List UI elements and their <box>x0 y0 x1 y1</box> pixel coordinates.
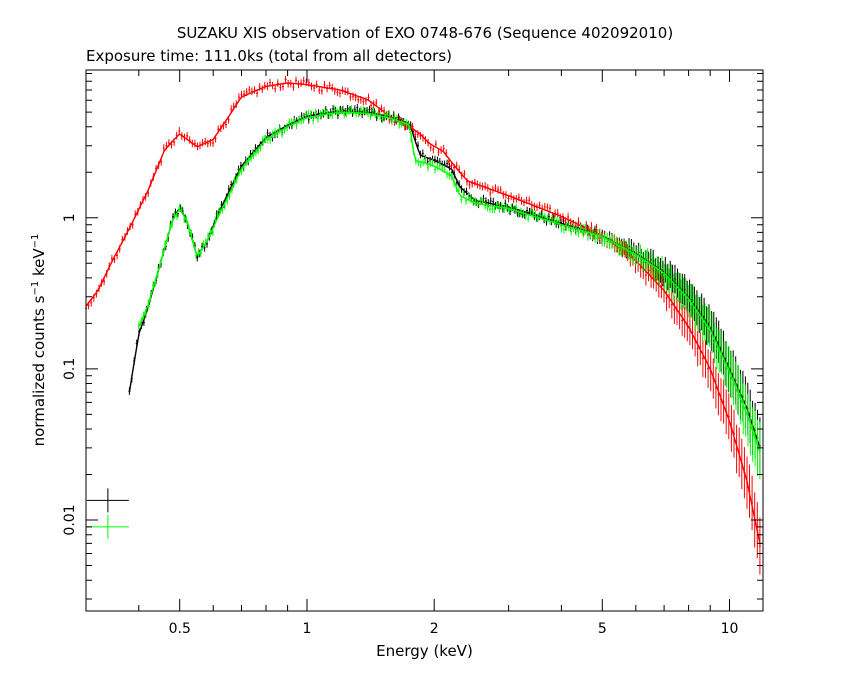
tick-layer <box>85 70 763 611</box>
y-tick-label-2: 1 <box>62 213 78 222</box>
series-2-line <box>138 111 761 453</box>
plot-frame <box>85 69 764 612</box>
x-tick-label-0: 0.5 <box>169 621 191 637</box>
error-marker-1 <box>86 514 129 539</box>
axis-ticks <box>85 70 763 611</box>
error-marker-0 <box>86 488 129 513</box>
chart-title: SUZAKU XIS observation of EXO 0748-676 (… <box>177 24 673 42</box>
y-axis-label-main: normalized counts s <box>30 295 48 446</box>
y-axis-label: normalized counts s−1 keV−1 <box>30 234 48 447</box>
error-marker-layer <box>86 488 129 539</box>
x-tick-label-4: 10 <box>721 621 739 637</box>
tick-label-layer: 0.5 1 2 5 10 0.01 0.1 1 <box>62 213 738 637</box>
x-tick-label-2: 2 <box>430 621 439 637</box>
x-tick-label-3: 5 <box>598 621 607 637</box>
series-1-line <box>85 82 761 544</box>
y-tick-label-0: 0.01 <box>62 504 78 535</box>
y-axis-label-mid: keV <box>30 248 48 281</box>
y-axis-label-sup1: −1 <box>30 281 41 296</box>
x-tick-label-1: 1 <box>302 621 311 637</box>
series-2 <box>137 105 761 480</box>
series-layer <box>85 75 761 575</box>
y-axis-label-sup2: −1 <box>30 234 41 249</box>
y-tick-label-1: 0.1 <box>62 358 78 380</box>
chart-subtitle: Exposure time: 111.0ks (total from all d… <box>86 47 452 65</box>
x-axis-label: Energy (keV) <box>376 642 473 660</box>
